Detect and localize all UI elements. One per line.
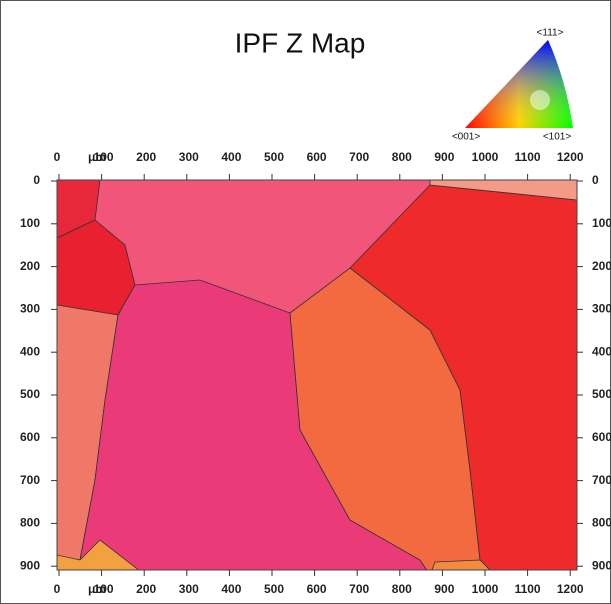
ruler-label: 800 [392, 582, 412, 596]
ruler-label: 900 [592, 558, 611, 572]
ruler-label: 100 [20, 216, 40, 230]
ruler-label: 700 [592, 473, 611, 487]
ruler-label: 900 [20, 558, 40, 572]
ruler-label: 700 [349, 150, 369, 164]
ruler-label: 1000 [472, 582, 499, 596]
ruler-label: 600 [307, 582, 327, 596]
ruler-label: 400 [592, 344, 611, 358]
legend-label: <001> [452, 132, 481, 143]
ruler-label: 1100 [515, 582, 541, 596]
ruler-label: 500 [20, 387, 40, 401]
ruler-label: 200 [136, 150, 156, 164]
ruler-label: 600 [592, 430, 611, 444]
ruler-label: 1200 [557, 582, 584, 596]
ruler-label: 700 [349, 582, 369, 596]
ruler-label: 200 [592, 259, 611, 273]
ruler-label: 400 [221, 150, 241, 164]
ruler-label: 0 [54, 150, 61, 164]
ruler-label: 900 [434, 582, 454, 596]
ruler-label: 300 [179, 582, 199, 596]
ruler-label: 400 [20, 344, 40, 358]
ruler-label: 100 [592, 216, 611, 230]
ruler-label: 600 [20, 430, 40, 444]
ruler-label: 800 [392, 150, 412, 164]
title: IPF Z Map [235, 27, 366, 58]
ruler-label: 300 [592, 302, 611, 316]
ruler-label: 0 [592, 173, 599, 187]
unit-label: μm [88, 150, 106, 164]
ruler-label: 0 [33, 173, 40, 187]
legend-label: <101> [543, 132, 572, 143]
ipf-legend [465, 40, 573, 128]
ruler-label: 600 [307, 150, 327, 164]
ruler-label: 500 [592, 387, 611, 401]
ruler-label: 200 [20, 259, 40, 273]
grain-map [57, 180, 577, 570]
ruler-label: 300 [179, 150, 199, 164]
ruler-label: 300 [20, 302, 40, 316]
ruler-label: 700 [20, 473, 40, 487]
ruler-label: 400 [221, 582, 241, 596]
ruler-label: 1000 [472, 150, 499, 164]
ruler-label: 100 [94, 150, 114, 164]
ruler-label: 500 [264, 150, 284, 164]
map-border [56, 179, 578, 571]
ruler-label: 800 [20, 516, 40, 530]
unit-label: μm [88, 582, 106, 596]
legend-label: <111> [537, 28, 564, 39]
ruler-label: 900 [434, 150, 454, 164]
ruler-label: 1100 [515, 150, 541, 164]
ruler-label: 100 [94, 582, 114, 596]
ruler-label: 0 [54, 582, 61, 596]
ruler-label: 500 [264, 582, 284, 596]
ruler-label: 1200 [557, 150, 584, 164]
ruler-label: 200 [136, 582, 156, 596]
ruler-label: 800 [592, 516, 611, 530]
